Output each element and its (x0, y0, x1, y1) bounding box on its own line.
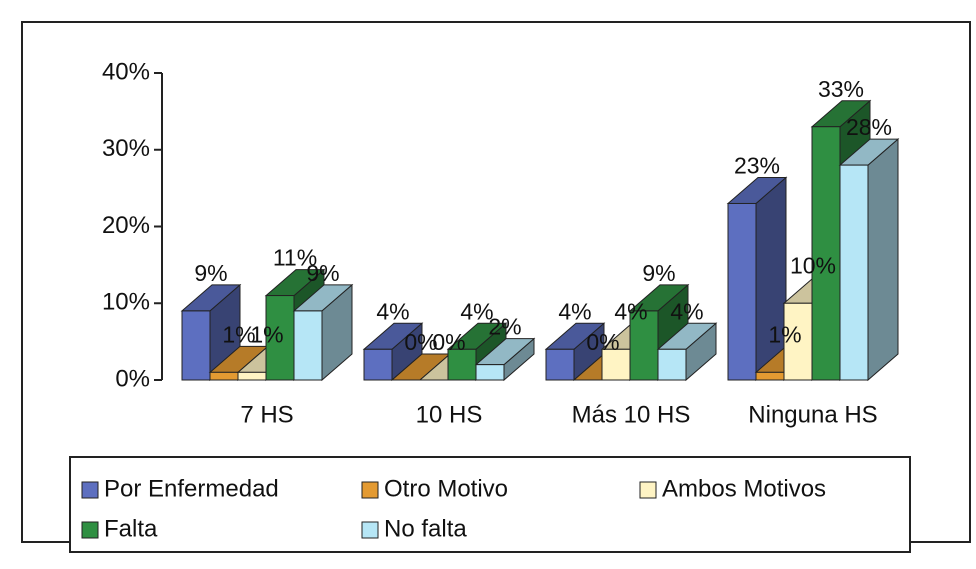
bar (839, 164, 869, 381)
value-label: 23% (734, 153, 780, 179)
value-label: 9% (642, 260, 675, 286)
value-label: 4% (558, 298, 591, 324)
value-label: 4% (670, 298, 703, 324)
legend-box (69, 456, 911, 553)
value-label: 28% (846, 114, 892, 140)
legend-label: Otro Motivo (384, 475, 508, 502)
value-label: 9% (194, 260, 227, 286)
bar (629, 310, 659, 381)
x-tick-label: Ninguna HS (748, 401, 877, 428)
legend-label: Ambos Motivos (662, 475, 826, 502)
bar (181, 310, 211, 381)
value-label: 0% (404, 329, 437, 355)
y-tick-label: 0% (115, 365, 150, 392)
bar (657, 348, 687, 381)
bar (265, 295, 295, 381)
legend-swatch (639, 481, 657, 499)
bar (601, 348, 631, 381)
value-label: 4% (614, 298, 647, 324)
y-tick-label: 10% (102, 289, 150, 316)
value-label: 33% (818, 76, 864, 102)
bar (447, 348, 477, 381)
x-tick-label: 10 HS (416, 401, 483, 428)
legend-swatch (361, 521, 379, 539)
value-label: 1% (250, 321, 283, 347)
bar (783, 302, 813, 381)
value-label: 11% (273, 245, 317, 271)
y-tick-label: 30% (102, 135, 150, 162)
value-label: 10% (790, 252, 836, 278)
bar (475, 364, 505, 381)
y-tick-label: 20% (102, 212, 150, 239)
legend-swatch (81, 481, 99, 499)
value-label: 2% (488, 314, 521, 340)
legend-swatch (81, 521, 99, 539)
x-tick-label: Más 10 HS (572, 401, 691, 428)
value-label: 1% (768, 321, 801, 347)
value-label: 1% (222, 321, 255, 347)
legend-label: Por Enfermedad (104, 475, 279, 502)
y-tick-label: 40% (102, 58, 150, 85)
bar (293, 310, 323, 381)
bar (237, 371, 267, 381)
legend-label: Falta (104, 515, 158, 542)
bar (811, 126, 841, 381)
value-label: 9% (306, 260, 339, 286)
x-tick-label: 7 HS (240, 401, 293, 428)
value-label: 0% (432, 329, 465, 355)
bar-side (867, 138, 899, 382)
legend-swatch (361, 481, 379, 499)
bar (209, 371, 239, 381)
bar (755, 371, 785, 381)
bar (363, 348, 393, 381)
bar (727, 202, 757, 381)
value-label: 4% (376, 298, 409, 324)
value-label: 4% (460, 298, 493, 324)
legend-label: No falta (384, 515, 467, 542)
value-label: 0% (586, 329, 619, 355)
bar (545, 348, 575, 381)
